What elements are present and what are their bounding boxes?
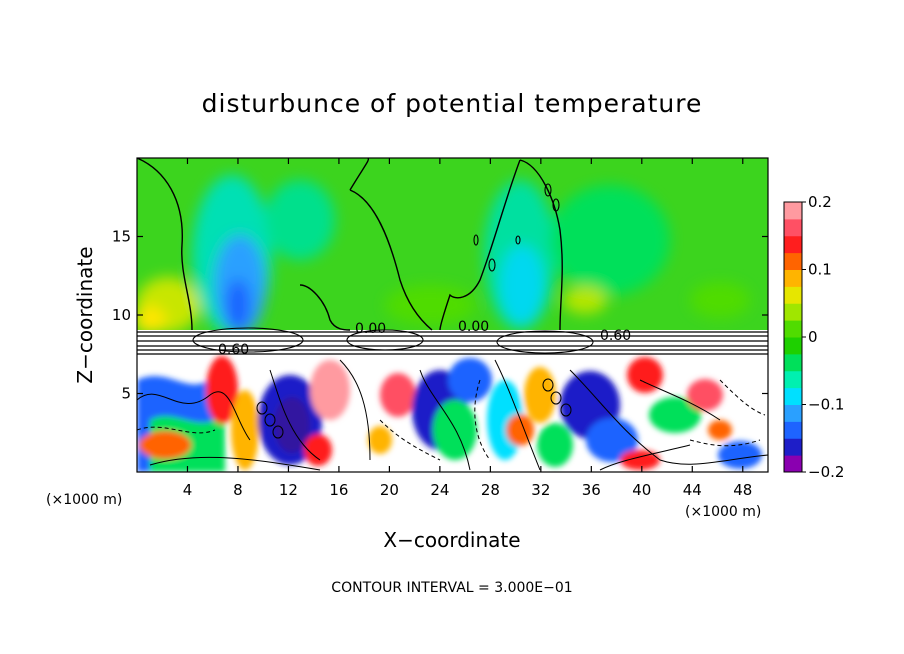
- chart-title: disturbunce of potential temperature: [202, 89, 703, 118]
- colorbar: 0.2 0.1 0 −0.1 −0.2: [783, 193, 844, 481]
- contour-label: 0.60: [218, 342, 249, 358]
- x-tick-label: 48: [733, 481, 752, 499]
- colorbar-swatch: [784, 387, 802, 405]
- colorbar-swatch: [784, 286, 802, 304]
- colorbar-swatch: [784, 235, 802, 254]
- colorbar-tick-label: 0.2: [808, 193, 832, 211]
- colorbar-swatch: [784, 269, 802, 287]
- x-axis: 4 8 12 16 20 24 28 32 36 40 44 48: [183, 158, 752, 499]
- colorbar-swatch: [784, 455, 802, 473]
- colorbar-swatch: [784, 421, 802, 439]
- colorbar-tick-label: −0.2: [808, 463, 844, 481]
- colorbar-tick-label: 0: [808, 328, 818, 346]
- x-unit-label-right: (×1000 m): [685, 504, 761, 520]
- heatmap-field: [137, 158, 768, 472]
- contour-label: 0.00: [458, 319, 489, 335]
- colorbar-swatch: [784, 218, 802, 237]
- x-tick-label: 24: [430, 481, 449, 499]
- colorbar-tick-label: −0.1: [808, 396, 844, 414]
- colorbar-swatch: [784, 252, 802, 270]
- x-tick-label: 8: [233, 481, 243, 499]
- y-tick-label: 5: [121, 385, 131, 403]
- y-tick-label: 15: [112, 228, 131, 246]
- colorbar-swatch: [784, 404, 802, 422]
- contour-labels: 0.00 0.00 0.60 0.60: [218, 319, 631, 358]
- colorbar-tick-label: 0.1: [808, 261, 832, 279]
- x-tick-label: 4: [183, 481, 193, 499]
- y-axis-label: Z−coordinate: [73, 246, 97, 383]
- x-tick-label: 44: [683, 481, 702, 499]
- x-tick-label: 16: [329, 481, 348, 499]
- x-tick-label: 20: [380, 481, 399, 499]
- x-tick-label: 40: [632, 481, 651, 499]
- y-axis: 5 10 15: [112, 228, 768, 403]
- contour-label: 0.00: [355, 321, 386, 337]
- x-unit-label: (×1000 m): [46, 492, 122, 508]
- contour-interval-note: CONTOUR INTERVAL = 3.000E−01: [331, 580, 572, 596]
- y-tick-label: 10: [112, 306, 131, 324]
- colorbar-swatch: [784, 320, 802, 338]
- colorbar-swatch: [784, 337, 802, 355]
- colorbar-swatch: [784, 202, 802, 220]
- colorbar-swatch: [784, 370, 802, 389]
- x-tick-label: 36: [582, 481, 601, 499]
- x-tick-label: 12: [279, 481, 298, 499]
- x-tick-label: 28: [481, 481, 500, 499]
- colorbar-swatch: [784, 438, 802, 456]
- contour-label: 0.60: [600, 328, 631, 344]
- x-axis-label: X−coordinate: [383, 528, 520, 552]
- colorbar-swatch: [784, 353, 802, 372]
- x-tick-label: 32: [531, 481, 550, 499]
- colorbar-swatch: [784, 303, 802, 321]
